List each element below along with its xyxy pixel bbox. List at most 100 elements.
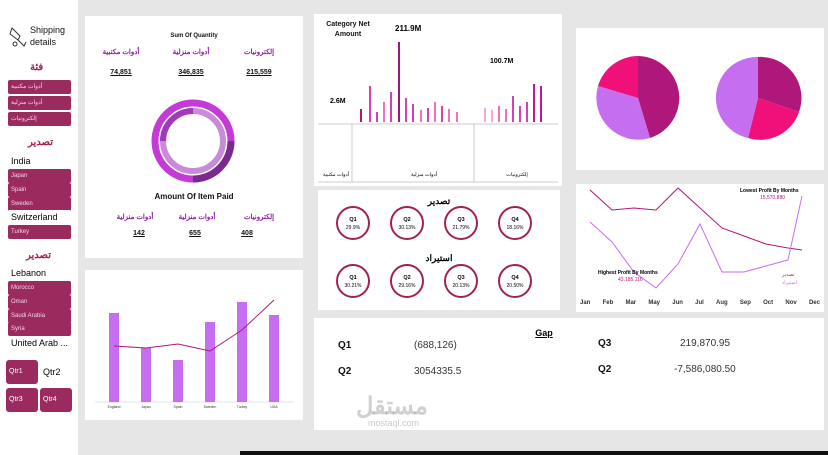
bar-japan <box>141 348 151 402</box>
lowest-profit-value: 15,570,880 <box>760 195 786 201</box>
quantity-value-office: 74,851 <box>110 69 132 76</box>
export-q1-circle: Q1 29.9% <box>336 206 370 240</box>
month-mar: Mar <box>625 300 637 306</box>
gap-q1-label: Q1 <box>338 340 352 351</box>
qtr3-button[interactable]: Qtr3 <box>6 388 38 412</box>
pie-charts <box>596 56 802 140</box>
export-q4-circle: Q4 18.16% <box>498 206 532 240</box>
gap-title: Gap <box>535 328 553 338</box>
export-q2-label: Q2 <box>403 217 411 223</box>
amount-label-office: أدوات منزلية <box>116 214 154 221</box>
watermark-arabic: مستقل <box>356 393 428 420</box>
month-feb: Feb <box>602 300 614 306</box>
category-slicer-header: فئة <box>30 62 44 73</box>
annotation-2: 2.6M <box>330 98 346 105</box>
month-axis: Jan Feb Mar May Jun Jul Aug Sep Oct Nov … <box>580 300 820 306</box>
qtr4-button[interactable]: Qtr4 <box>40 388 72 412</box>
month-dec: Dec <box>808 300 820 306</box>
tick-spain: Spain <box>174 405 183 409</box>
group-electronics: إلكترونيات <box>506 172 528 178</box>
export-slicer-header: تصدير <box>28 137 54 148</box>
legend-export: تصدير <box>782 272 795 278</box>
export-item-india[interactable]: India <box>8 154 71 168</box>
export-item-japan[interactable]: Japan <box>8 169 71 183</box>
amount-label-household: أدوات منزلية <box>178 214 216 221</box>
tick-england: England <box>108 405 121 409</box>
month-may: May <box>648 300 661 306</box>
import-item-uae[interactable]: United Arab ... <box>8 336 71 350</box>
export-q3-pct: 21.79% <box>452 225 470 231</box>
category-net-chart <box>318 42 558 183</box>
gap-q3-label: Q3 <box>598 338 612 349</box>
month-oct: Oct <box>763 300 774 306</box>
highest-profit-value: 43,185,116 <box>618 277 643 283</box>
amount-value-office: 142 <box>133 230 145 237</box>
quantity-label-household: أدوات منزلية <box>172 49 210 56</box>
import-quarters-title: استيراد <box>425 253 453 263</box>
import-q1-circle: Q1 30.21% <box>336 264 370 298</box>
gap-q4-label: Q2 <box>598 364 612 375</box>
month-aug: Aug <box>716 300 728 306</box>
quantity-value-household: 346,835 <box>178 69 204 76</box>
export-q3-circle: Q3 21.79% <box>444 206 478 240</box>
group-office: أدوات مكتبية <box>322 172 350 178</box>
bar-spain <box>173 360 183 402</box>
import-q1-label: Q1 <box>349 275 357 281</box>
quarters-panel: تصدير Q1 29.9% Q2 30.13% Q3 21.79% Q4 18… <box>318 190 560 310</box>
profit-line-chart <box>589 187 803 289</box>
category-item-electronics[interactable]: إلكترونيات <box>8 112 71 126</box>
export-item-spain[interactable]: Spain <box>8 183 71 197</box>
export-item-sweden[interactable]: Sweden <box>8 197 71 211</box>
export-q2-pct: 30.13% <box>398 225 416 231</box>
amount-value-electronics: 408 <box>241 230 253 237</box>
export-q1-pct: 29.9% <box>345 225 361 231</box>
gap-panel: Gap Q1 (688,126) Q2 3054335.5 Q3 219,870… <box>314 318 824 430</box>
export-profit-line <box>589 187 803 251</box>
export-item-switzerland[interactable]: Switzerland <box>8 210 71 224</box>
amount-value-household: 655 <box>189 230 201 237</box>
category-item-household[interactable]: أدوات منزلية <box>8 96 71 110</box>
truck-icon <box>9 27 27 47</box>
sidebar-title: Shipping details <box>30 25 66 47</box>
month-jun: Jun <box>672 300 683 306</box>
quantity-panel: Sum Of Quantity أدوات مكتبية أدوات منزلي… <box>85 16 303 258</box>
export-item-turkey[interactable]: Turkey <box>8 225 71 239</box>
export-q4-label: Q4 <box>511 217 519 223</box>
import-q1-pct: 30.21% <box>344 283 362 289</box>
import-q2-circle: Q2 29.16% <box>390 264 424 298</box>
quantity-ring-chart <box>151 99 235 183</box>
import-q3-circle: Q3 20.13% <box>444 264 478 298</box>
import-q4-label: Q4 <box>511 275 519 281</box>
import-profit-line <box>589 195 803 289</box>
country-line <box>113 299 275 352</box>
profit-panel: Lowest Profit By Months 15,570,880 Highe… <box>576 184 824 312</box>
quantity-label-electronics: إلكترونيات <box>243 49 275 56</box>
import-item-saudi[interactable]: Saudi Arabia <box>8 309 71 323</box>
import-q4-pct: 20.50% <box>506 283 524 289</box>
pies-panel <box>576 28 824 170</box>
category-item-office[interactable]: أدوات مكتبية <box>8 80 71 94</box>
bar-sweden <box>205 322 215 402</box>
import-item-morocco[interactable]: Morocco <box>8 281 71 295</box>
import-item-lebanon[interactable]: Lebanon <box>8 266 71 280</box>
import-item-oman[interactable]: Oman <box>8 295 71 309</box>
qtr1-button[interactable]: Qtr1 <box>6 360 38 384</box>
gap-q4-value: -7,586,080.50 <box>674 364 736 375</box>
tick-usa: USA <box>270 405 278 409</box>
import-item-syria[interactable]: Syria <box>8 322 71 336</box>
amount-title: Amount Of Item Paid <box>154 192 234 201</box>
export-q1-label: Q1 <box>349 217 357 223</box>
annotation-100: 100.7M <box>490 58 514 65</box>
quantity-label-office: أدوات مكتبية <box>102 49 140 56</box>
month-jan: Jan <box>580 300 591 306</box>
import-slicer-header: تصدير <box>26 250 52 261</box>
quantity-title: Sum Of Quantity <box>170 33 218 39</box>
pie-left <box>596 56 680 140</box>
pie-right <box>715 56 802 140</box>
export-q3-label: Q3 <box>457 217 465 223</box>
import-q2-pct: 29.16% <box>398 283 416 289</box>
export-q4-pct: 18.16% <box>506 225 524 231</box>
tick-japan: Japan <box>141 405 151 409</box>
category-net-title: Category Net Amount <box>326 21 370 38</box>
qtr2-button[interactable]: Qtr2 <box>40 360 72 384</box>
